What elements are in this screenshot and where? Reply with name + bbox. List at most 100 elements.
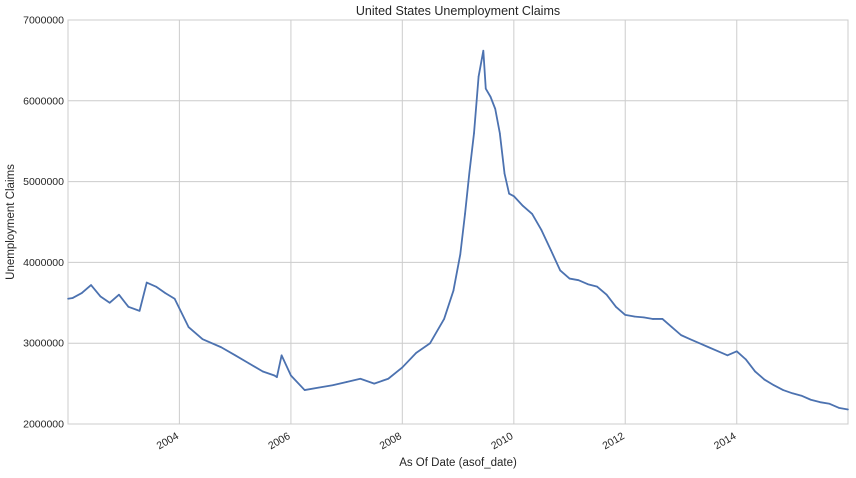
data-point <box>494 108 497 110</box>
data-point <box>670 326 673 328</box>
data-point <box>577 279 580 281</box>
data-point <box>513 195 515 197</box>
x-tick-label: 2010 <box>489 430 515 452</box>
chart-title: United States Unemployment Claims <box>356 4 560 18</box>
data-point <box>127 306 130 308</box>
data-point <box>276 376 278 378</box>
y-axis-label: Unemployment Claims <box>5 164 17 280</box>
data-point <box>782 389 784 391</box>
data-point <box>273 374 276 377</box>
data-point <box>99 295 102 298</box>
data-point <box>303 389 306 391</box>
x-axis-label: As Of Date (asof_date) <box>399 457 517 469</box>
data-point <box>847 408 849 411</box>
data-point <box>317 386 320 389</box>
y-tick-label: 7000000 <box>23 15 64 27</box>
data-point <box>499 132 501 134</box>
data-point <box>773 384 775 387</box>
data-point <box>201 338 204 340</box>
data-point <box>680 334 682 336</box>
data-point <box>550 249 552 252</box>
data-point <box>503 172 506 175</box>
data-point <box>473 132 475 134</box>
data-point <box>262 370 264 373</box>
data-point <box>90 284 92 286</box>
data-point <box>624 314 627 316</box>
data-point <box>80 292 83 294</box>
data-point <box>234 354 237 357</box>
data-point <box>484 87 487 90</box>
data-point <box>290 374 292 377</box>
data-point <box>248 362 250 365</box>
data-point <box>468 172 471 175</box>
data-point <box>452 289 455 292</box>
data-point <box>698 342 701 345</box>
data-point <box>763 378 766 381</box>
data-point <box>464 213 466 215</box>
data-point <box>71 297 74 299</box>
data-point <box>443 318 445 320</box>
data-point <box>415 352 417 354</box>
data-point <box>331 384 334 387</box>
data-point <box>173 297 176 300</box>
y-axis-ticks: 2000000 3000000 4000000 5000000 6000000 70000… <box>23 15 64 431</box>
data-point <box>489 95 492 98</box>
x-tick-label: 2008 <box>378 430 404 452</box>
data-point <box>596 285 598 288</box>
data-point <box>828 403 831 405</box>
data-point <box>508 192 510 195</box>
data-point <box>387 377 390 380</box>
data-point <box>838 407 840 409</box>
data-point <box>819 401 821 403</box>
data-point <box>754 370 756 373</box>
data-point <box>108 302 111 304</box>
data-point <box>744 358 747 361</box>
plot-area <box>67 19 849 425</box>
data-point <box>587 283 589 286</box>
data-point <box>373 382 376 385</box>
data-point <box>800 394 803 397</box>
data-point <box>280 354 283 357</box>
data-point <box>735 350 738 353</box>
x-tick-label: 2012 <box>601 430 627 452</box>
data-point <box>220 346 222 349</box>
series-line <box>67 49 849 411</box>
data-point <box>642 316 645 319</box>
data-point <box>531 213 533 215</box>
data-point <box>138 310 141 312</box>
data-point <box>559 269 562 272</box>
data-point <box>689 338 691 340</box>
x-axis-ticks: 2004 2006 2008 2010 2012 2014 <box>155 430 739 452</box>
data-point <box>791 392 794 395</box>
data-point <box>164 292 167 294</box>
data-point <box>429 342 431 345</box>
y-tick-label: 5000000 <box>23 176 64 188</box>
data-point <box>401 366 404 369</box>
series-group <box>67 49 849 411</box>
data-point <box>345 381 348 383</box>
data-point <box>540 229 543 231</box>
data-point <box>726 354 729 357</box>
data-point <box>568 277 571 280</box>
data-point <box>482 49 485 52</box>
data-point <box>661 318 664 320</box>
data-point <box>707 346 710 349</box>
data-point <box>522 205 524 207</box>
x-tick-label: 2006 <box>266 430 292 452</box>
data-point <box>615 306 617 308</box>
data-point <box>459 253 462 256</box>
data-point <box>359 377 362 380</box>
data-point <box>155 285 157 288</box>
data-point <box>652 318 654 320</box>
data-point <box>633 315 636 318</box>
grid-lines <box>68 19 848 425</box>
data-point <box>118 293 120 296</box>
y-tick-label: 2000000 <box>23 419 64 431</box>
x-tick-label: 2004 <box>155 430 181 452</box>
y-tick-label: 6000000 <box>23 95 64 107</box>
data-point <box>809 398 812 401</box>
data-point <box>605 293 608 296</box>
data-point <box>187 326 190 328</box>
